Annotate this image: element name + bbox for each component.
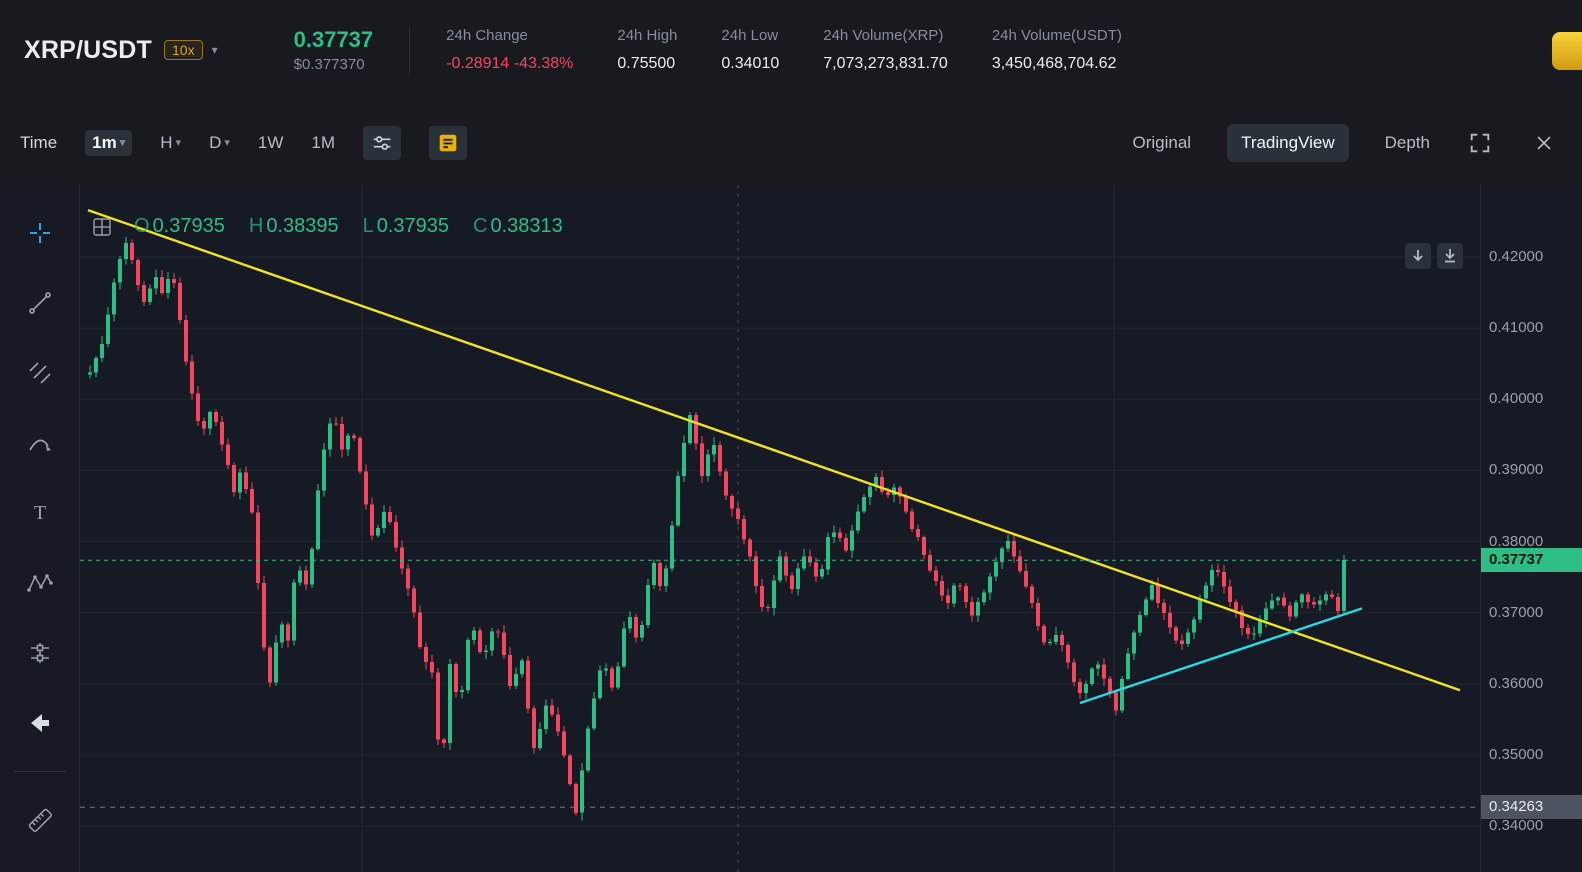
interval-1w[interactable]: 1W [257, 132, 284, 152]
ascending-support [1079, 607, 1363, 705]
chevron-down-icon: ▾ [119, 137, 126, 149]
chevron-down-icon: ▾ [224, 137, 230, 149]
interval-1m[interactable]: 1m ▾ [85, 129, 133, 156]
price-axis-label: 0.34000 [1489, 817, 1544, 834]
stat-value: 0.34010 [721, 55, 780, 72]
ohlc-c: C 0.38313 [473, 215, 563, 237]
close-chart-button[interactable] [1530, 129, 1558, 157]
rail-divider [13, 771, 66, 772]
stat-label: 24h Volume(XRP) [823, 27, 944, 44]
measure-tool[interactable] [26, 806, 54, 834]
symbol-title[interactable]: XRP/USDT [24, 35, 153, 64]
current-price-badge: 0.37737 [1481, 548, 1582, 573]
xabcd-pattern-tool[interactable] [26, 569, 54, 597]
trendline-icon [28, 292, 51, 314]
view-mode-tradingview[interactable]: TradingView [1227, 123, 1349, 162]
chevron-down-icon: ▾ [175, 137, 182, 149]
view-mode-depth[interactable]: Depth [1384, 132, 1430, 152]
view-mode-original[interactable]: Original [1132, 132, 1192, 152]
chart-main: T [0, 185, 1582, 872]
price-axis-label: 0.38000 [1489, 532, 1544, 550]
ruler-icon [28, 808, 52, 832]
interval-1m[interactable]: 1M [311, 132, 336, 152]
interval-h[interactable]: H ▾ [160, 132, 182, 152]
price-axis-label: 0.35000 [1489, 745, 1544, 763]
ticker-stat: 24h Change -0.28914 -43.38% [446, 27, 573, 73]
forecast-tool[interactable] [26, 639, 54, 667]
ticker-stat: 24h Volume(XRP) 7,073,273,831.70 [823, 27, 948, 73]
arrow-down-icon [1413, 250, 1423, 262]
price-axis-label: 0.42000 [1489, 248, 1544, 265]
trendline-tool[interactable] [26, 289, 54, 317]
interval-d[interactable]: D ▾ [209, 132, 230, 152]
chart-view-controls: Original TradingView Depth [1132, 123, 1558, 162]
ohlc-h: H 0.38395 [248, 215, 339, 237]
header-divider [409, 27, 411, 73]
stat-value: 3,450,468,704.62 [991, 55, 1117, 72]
ticker-stat: 24h Low 0.34010 [721, 27, 779, 73]
stat-label: 24h Change [446, 27, 528, 44]
text-tool[interactable]: T [26, 499, 54, 527]
price-axis-label: 0.40000 [1489, 390, 1544, 408]
indicator-list-icon [439, 134, 457, 151]
arrow-down-bar-icon [1445, 249, 1455, 263]
chart-area[interactable]: O 0.37935 H 0.38395 L 0.37935 C 0.38313 [80, 185, 1480, 872]
ticker-stat: 24h Volume(USDT) 3,450,468,704.62 [992, 27, 1122, 73]
price-axis-label: 0.36000 [1489, 674, 1544, 692]
header-gold-button-partial[interactable] [1552, 32, 1582, 70]
text-tool-icon: T [33, 502, 45, 524]
fullscreen-icon [1470, 133, 1490, 152]
ticker-header: XRP/USDT 10x ▾ 0.37737 $0.377370 24h Cha… [0, 0, 1582, 100]
ohlc-l: L 0.37935 [362, 215, 450, 237]
xabcd-pattern-icon [26, 574, 53, 592]
indicator-settings-button[interactable] [363, 125, 402, 160]
parallel-channel-icon [28, 362, 51, 384]
price-axis[interactable]: 0.42000 0.41000 0.40000 0.39000 0.38000 0.370… [1480, 185, 1582, 872]
price-axis-label: 0.41000 [1489, 319, 1544, 337]
last-price: 0.37737 [293, 27, 374, 52]
back-arrow-icon [30, 714, 49, 732]
stat-value: 0.75500 [617, 55, 676, 72]
stat-label: 24h Volume(USDT) [991, 27, 1122, 44]
indicator-list-button[interactable] [429, 125, 468, 160]
leverage-badge[interactable]: 10x [164, 40, 203, 60]
ohlc-o: O 0.37935 [134, 215, 225, 237]
ohlc-legend: O 0.37935 H 0.38395 L 0.37935 C 0.38313 [92, 215, 563, 238]
drawing-toolbar: T [0, 185, 80, 872]
crosshair-icon [29, 223, 50, 243]
curve-tool[interactable] [26, 429, 54, 457]
time-label: Time [20, 132, 58, 152]
stat-value: 7,073,273,831.70 [823, 55, 948, 72]
collapse-toolbar-button[interactable] [26, 709, 54, 737]
last-price-block: 0.37737 $0.377370 [294, 27, 374, 73]
price-axis-label: 0.39000 [1489, 461, 1544, 479]
stat-value: -0.28914 -43.38% [446, 55, 574, 72]
svg-text:T: T [33, 502, 45, 524]
forecast-tool-icon [30, 643, 49, 663]
indicator-settings-icon [373, 135, 391, 150]
curve-pencil-icon [28, 439, 51, 451]
price-level-badge: 0.34263 [1481, 795, 1582, 820]
candlestick-chart[interactable] [80, 185, 1480, 872]
stat-label: 24h High [617, 27, 678, 44]
stat-label: 24h Low [721, 27, 779, 44]
close-icon [1537, 135, 1551, 150]
crosshair-tool[interactable] [26, 219, 54, 247]
chart-toolbar: Time 1m ▾ H ▾ D ▾ 1W 1M Original TradingView Dept… [0, 100, 1582, 185]
fullscreen-button[interactable] [1466, 129, 1494, 157]
interval-selector: 1m ▾ H ▾ D ▾ 1W 1M [85, 129, 336, 156]
symbol-dropdown-caret-icon[interactable]: ▾ [211, 43, 218, 57]
ticker-stat: 24h High 0.75500 [617, 27, 677, 73]
price-axis-label: 0.37000 [1489, 603, 1544, 621]
parallel-channel-tool[interactable] [26, 359, 54, 387]
scroll-down-button[interactable] [1405, 243, 1431, 269]
last-price-usd: $0.377370 [293, 56, 365, 73]
view-mode-switcher: Original TradingView Depth [1132, 123, 1430, 162]
descending-resistance [87, 208, 1461, 692]
ticker-stats: 24h Change -0.28914 -43.38% 24h High 0.7550… [446, 27, 1122, 73]
jump-to-latest-button[interactable] [1437, 243, 1463, 269]
grid-legend-icon[interactable] [92, 217, 112, 237]
ohlc-values: O 0.37935 H 0.38395 L 0.37935 C 0.38313 [134, 215, 563, 238]
candles [88, 236, 1346, 821]
